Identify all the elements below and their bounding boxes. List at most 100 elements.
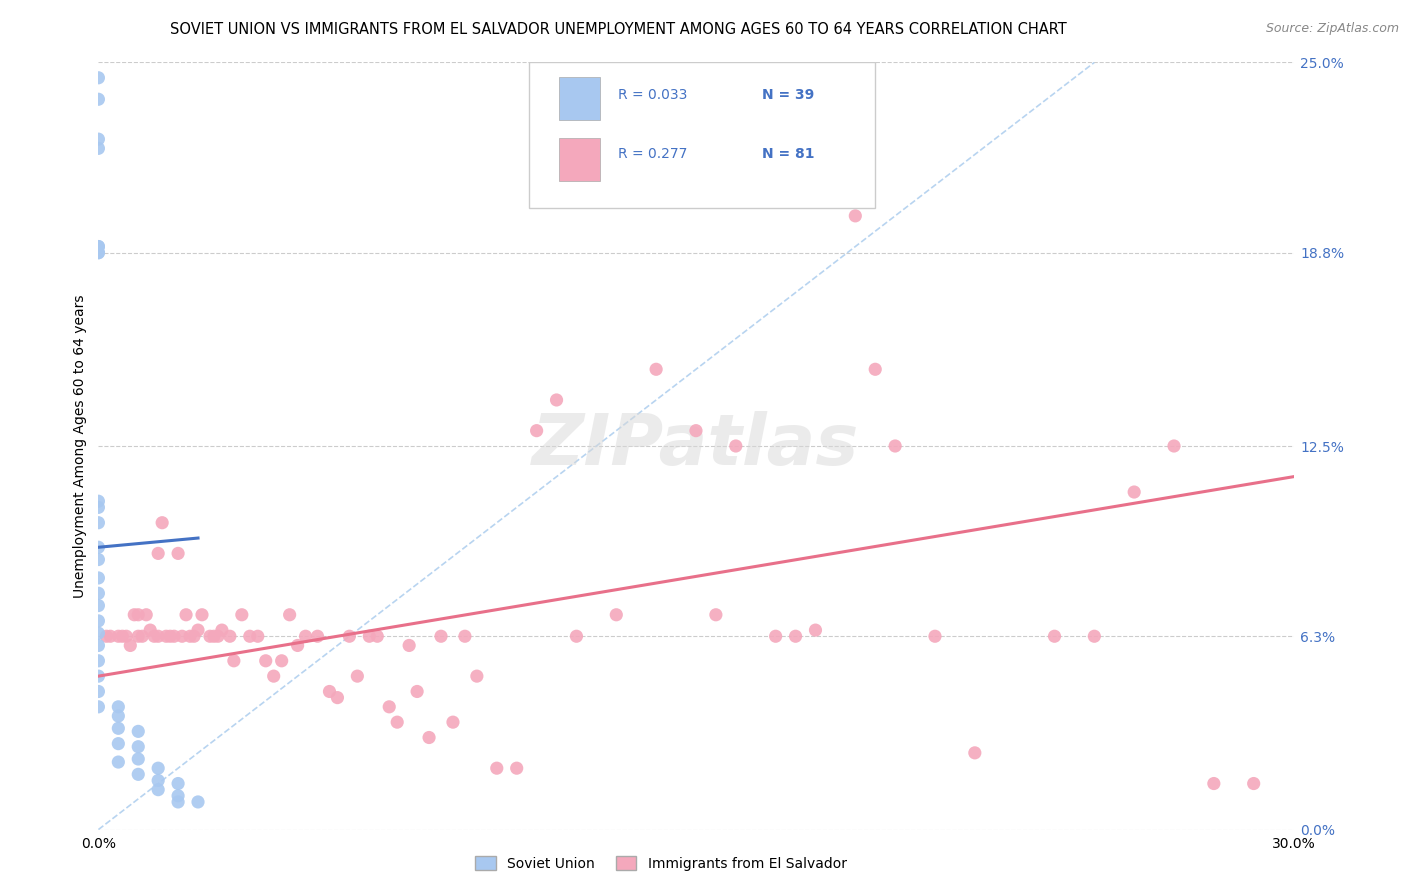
Point xyxy=(148,773,170,788)
Point xyxy=(159,629,181,643)
Point xyxy=(318,684,340,698)
Point xyxy=(87,626,110,640)
FancyBboxPatch shape xyxy=(558,77,600,120)
Point xyxy=(87,132,110,146)
Point xyxy=(107,755,129,769)
Point xyxy=(844,209,866,223)
Point xyxy=(270,654,292,668)
Point xyxy=(87,541,110,555)
Point xyxy=(87,586,110,600)
Point xyxy=(246,629,269,643)
Point xyxy=(167,789,190,803)
Point xyxy=(148,782,170,797)
Point xyxy=(1043,629,1066,643)
Point xyxy=(963,746,986,760)
Point xyxy=(198,629,221,643)
Point xyxy=(87,70,110,85)
Point xyxy=(765,629,787,643)
Point xyxy=(107,737,129,751)
Point xyxy=(294,629,316,643)
Point xyxy=(326,690,349,705)
Point xyxy=(87,239,110,253)
Y-axis label: Unemployment Among Ages 60 to 64 years: Unemployment Among Ages 60 to 64 years xyxy=(73,294,87,598)
Point xyxy=(174,607,197,622)
Point xyxy=(87,571,110,585)
Point xyxy=(385,715,409,730)
Point xyxy=(287,639,309,653)
Point xyxy=(172,629,194,643)
Point xyxy=(111,629,134,643)
Point xyxy=(163,629,186,643)
Point xyxy=(346,669,368,683)
Point xyxy=(506,761,529,775)
Point xyxy=(485,761,508,775)
Point xyxy=(179,629,201,643)
Point xyxy=(263,669,285,683)
Point xyxy=(127,607,149,622)
FancyBboxPatch shape xyxy=(529,62,876,208)
Point xyxy=(87,92,110,106)
Point xyxy=(150,516,173,530)
Text: N = 81: N = 81 xyxy=(762,147,814,161)
Point xyxy=(87,699,110,714)
Point xyxy=(222,654,245,668)
Point xyxy=(139,623,162,637)
Point xyxy=(1202,776,1225,790)
Point xyxy=(87,500,110,515)
Point xyxy=(87,654,110,668)
Point xyxy=(155,629,177,643)
Point xyxy=(87,669,110,683)
Point xyxy=(107,629,129,643)
Point xyxy=(202,629,225,643)
Point xyxy=(127,629,149,643)
Point xyxy=(378,699,401,714)
Point xyxy=(704,607,727,622)
Point xyxy=(359,629,381,643)
Point xyxy=(183,629,205,643)
Point xyxy=(98,629,122,643)
Point xyxy=(546,392,568,407)
Point xyxy=(127,739,149,754)
Text: R = 0.277: R = 0.277 xyxy=(619,147,688,161)
Text: R = 0.033: R = 0.033 xyxy=(619,87,688,102)
Point xyxy=(804,623,827,637)
Point xyxy=(724,439,747,453)
Point xyxy=(127,724,149,739)
Point xyxy=(96,629,118,643)
Point xyxy=(406,684,429,698)
Point xyxy=(167,546,190,560)
Point xyxy=(115,629,138,643)
Point xyxy=(87,239,110,253)
Point xyxy=(239,629,262,643)
Point xyxy=(884,439,907,453)
Point xyxy=(1243,776,1265,790)
Point xyxy=(87,494,110,508)
Point xyxy=(87,245,110,260)
Point xyxy=(135,607,157,622)
Point xyxy=(430,629,453,643)
Point xyxy=(418,731,440,745)
Point xyxy=(398,639,420,653)
Point xyxy=(127,752,149,766)
Point xyxy=(148,546,170,560)
Point xyxy=(207,629,229,643)
Point xyxy=(211,623,233,637)
Point xyxy=(565,629,588,643)
Point xyxy=(685,424,707,438)
Point xyxy=(1123,485,1146,500)
Point xyxy=(191,607,214,622)
Point xyxy=(87,684,110,698)
Point xyxy=(107,721,129,735)
Legend: Soviet Union, Immigrants from El Salvador: Soviet Union, Immigrants from El Salvado… xyxy=(470,850,852,876)
Point xyxy=(131,629,153,643)
Point xyxy=(87,141,110,155)
Point xyxy=(167,795,190,809)
Point xyxy=(454,629,477,643)
Point xyxy=(785,629,807,643)
Point xyxy=(120,639,142,653)
Text: SOVIET UNION VS IMMIGRANTS FROM EL SALVADOR UNEMPLOYMENT AMONG AGES 60 TO 64 YEA: SOVIET UNION VS IMMIGRANTS FROM EL SALVA… xyxy=(170,22,1067,37)
Point xyxy=(219,629,242,643)
Point xyxy=(87,614,110,628)
Point xyxy=(605,607,627,622)
Point xyxy=(254,654,277,668)
